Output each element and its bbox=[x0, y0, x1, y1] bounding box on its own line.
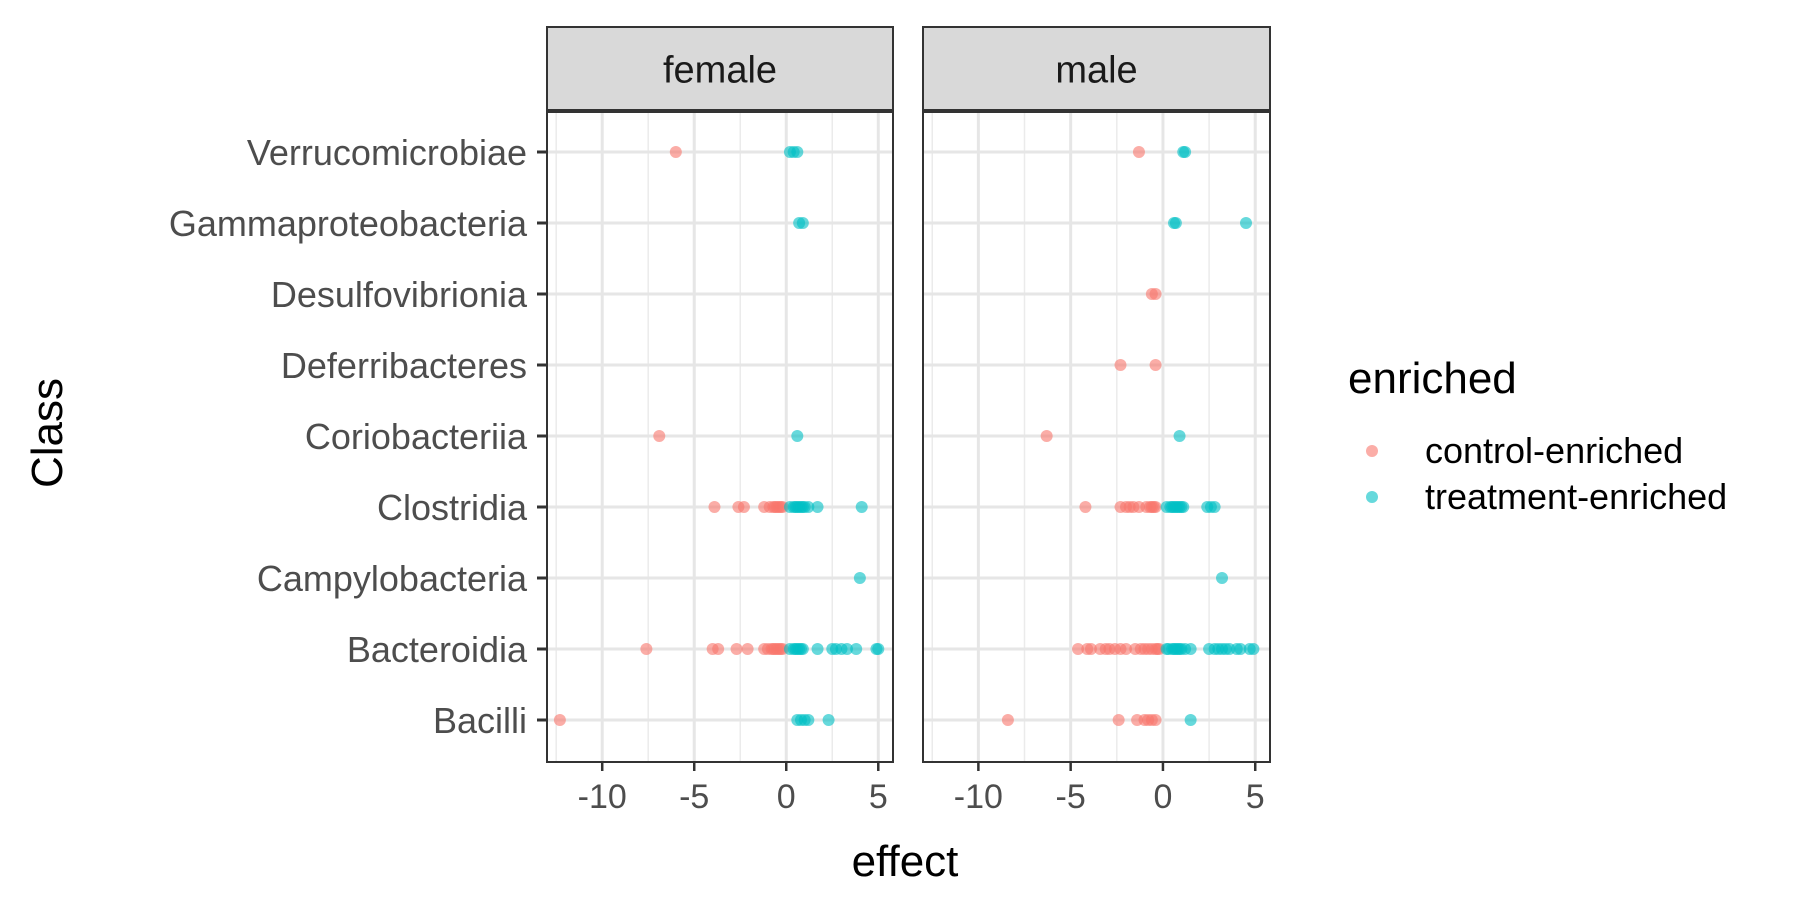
y-axis: Verrucomicrobiae Gammaproteobacteria Desul… bbox=[169, 132, 547, 741]
facet-strip bbox=[546, 26, 894, 111]
data-point bbox=[840, 643, 853, 655]
data-point bbox=[855, 501, 868, 513]
data-point bbox=[802, 501, 815, 513]
data-point bbox=[1084, 643, 1097, 655]
facet-panel-male: male -10 -5 0 5 bbox=[922, 26, 1271, 816]
data-point bbox=[1184, 643, 1197, 655]
x-tick-label: 5 bbox=[869, 778, 888, 816]
y-tick-label: Desulfovibrionia bbox=[271, 274, 528, 315]
data-point bbox=[1149, 359, 1162, 371]
data-point bbox=[640, 643, 653, 655]
legend-key bbox=[1366, 445, 1378, 457]
facet-panel-female: female -10 -5 0 5 bbox=[546, 26, 894, 816]
data-point bbox=[1247, 643, 1260, 655]
data-point bbox=[1208, 501, 1221, 513]
y-tick-label: Clostridia bbox=[377, 487, 528, 528]
data-point bbox=[802, 714, 815, 726]
facet-strip-label: male bbox=[1055, 50, 1137, 92]
data-point bbox=[1001, 714, 1014, 726]
data-point bbox=[708, 501, 721, 513]
x-tick-label: -5 bbox=[1056, 778, 1086, 816]
facet-strip bbox=[922, 26, 1271, 111]
data-point bbox=[1112, 714, 1125, 726]
data-point bbox=[1114, 359, 1127, 371]
data-point bbox=[1173, 430, 1186, 442]
data-point bbox=[712, 643, 725, 655]
x-tick-label: -10 bbox=[578, 778, 627, 816]
y-tick-label: Coriobacteriia bbox=[305, 416, 528, 457]
legend: enriched control-enriched treatment-enric… bbox=[1348, 354, 1727, 517]
data-point bbox=[1120, 643, 1133, 655]
legend-title: enriched bbox=[1348, 354, 1517, 403]
x-axis-title: effect bbox=[852, 837, 959, 886]
x-tick-label: 5 bbox=[1246, 778, 1265, 816]
y-tick-label: Deferribacteres bbox=[281, 345, 527, 386]
legend-label: control-enriched bbox=[1425, 430, 1683, 471]
data-point bbox=[1234, 643, 1247, 655]
data-point bbox=[730, 643, 743, 655]
y-tick-label: Verrucomicrobiae bbox=[247, 132, 527, 173]
data-point bbox=[796, 643, 809, 655]
data-point bbox=[1179, 146, 1192, 158]
data-point bbox=[811, 643, 824, 655]
data-point bbox=[1079, 501, 1092, 513]
data-point bbox=[850, 643, 863, 655]
x-tick-label: 0 bbox=[777, 778, 796, 816]
data-point bbox=[796, 217, 809, 229]
data-point bbox=[737, 501, 750, 513]
x-tick-label: -5 bbox=[679, 778, 709, 816]
data-point bbox=[1040, 430, 1053, 442]
data-point bbox=[822, 714, 835, 726]
facet-panels: female -10 -5 0 5 male -10 -5 0 5 bbox=[546, 26, 1271, 816]
panel-border bbox=[922, 111, 1271, 763]
data-point bbox=[741, 643, 754, 655]
data-point bbox=[1149, 501, 1162, 513]
y-tick-label: Gammaproteobacteria bbox=[169, 203, 528, 244]
y-tick-label: Campylobacteria bbox=[257, 558, 528, 599]
legend-key bbox=[1366, 491, 1378, 503]
y-tick-label: Bacilli bbox=[433, 700, 527, 741]
data-point bbox=[791, 430, 804, 442]
data-point bbox=[1216, 572, 1229, 584]
y-tick-label: Bacteroidia bbox=[347, 629, 528, 670]
data-point bbox=[1149, 288, 1162, 300]
data-point bbox=[1169, 217, 1182, 229]
data-point bbox=[791, 146, 804, 158]
data-point bbox=[1184, 714, 1197, 726]
x-tick-label: 0 bbox=[1153, 778, 1172, 816]
data-point bbox=[1177, 501, 1190, 513]
data-point bbox=[1132, 146, 1145, 158]
data-point bbox=[853, 572, 866, 584]
legend-label: treatment-enriched bbox=[1425, 476, 1727, 517]
facet-strip-label: female bbox=[663, 50, 777, 92]
y-axis-title: Class bbox=[23, 378, 72, 488]
data-point bbox=[811, 501, 824, 513]
data-point bbox=[653, 430, 666, 442]
data-point bbox=[1240, 217, 1253, 229]
data-point bbox=[872, 643, 885, 655]
data-point bbox=[669, 146, 682, 158]
x-tick-label: -10 bbox=[954, 778, 1003, 816]
data-point bbox=[553, 714, 566, 726]
data-point bbox=[1149, 714, 1162, 726]
data-point bbox=[1072, 643, 1085, 655]
